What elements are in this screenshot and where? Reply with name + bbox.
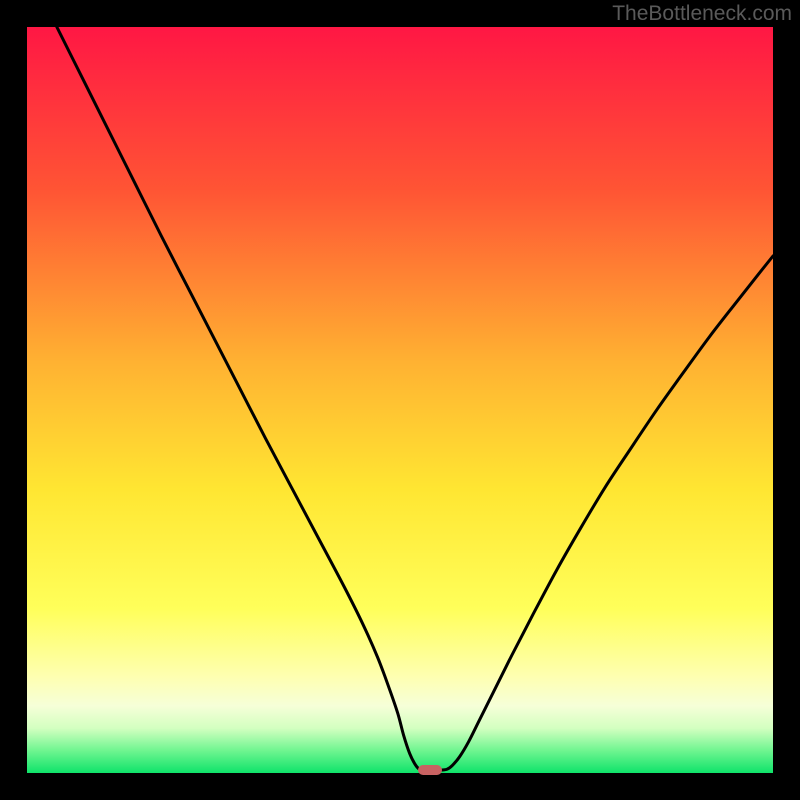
chart-plot-area	[27, 27, 773, 773]
optimum-marker	[418, 765, 442, 775]
watermark-text: TheBottleneck.com	[612, 2, 792, 26]
curve-path	[57, 27, 773, 770]
chart-container: TheBottleneck.com	[0, 0, 800, 800]
bottleneck-curve	[27, 27, 773, 773]
